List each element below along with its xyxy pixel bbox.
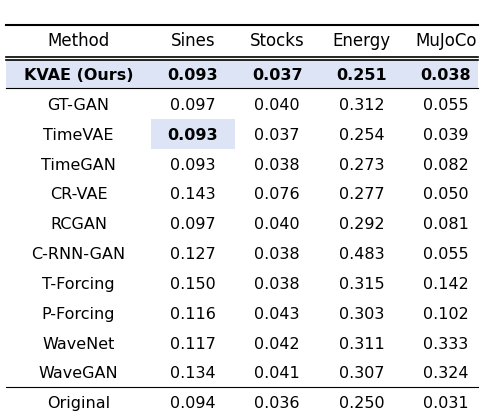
Text: 0.038: 0.038	[254, 276, 300, 291]
Text: 0.037: 0.037	[252, 68, 302, 83]
Text: 0.250: 0.250	[339, 395, 384, 410]
Text: 0.055: 0.055	[423, 97, 469, 113]
Text: 0.117: 0.117	[170, 336, 216, 351]
Text: 0.082: 0.082	[423, 157, 469, 172]
Text: 0.055: 0.055	[423, 247, 469, 261]
Text: Method: Method	[47, 32, 109, 50]
Text: Original: Original	[47, 395, 110, 410]
Text: 0.097: 0.097	[170, 97, 216, 113]
Text: 0.116: 0.116	[170, 306, 216, 321]
Text: RCGAN: RCGAN	[50, 217, 107, 232]
Text: 0.273: 0.273	[339, 157, 384, 172]
Text: 0.311: 0.311	[339, 336, 384, 351]
Text: MuJoCo: MuJoCo	[415, 32, 476, 50]
Text: 0.097: 0.097	[170, 217, 216, 232]
Text: 0.043: 0.043	[254, 306, 300, 321]
Text: 0.307: 0.307	[339, 366, 384, 380]
Text: 0.134: 0.134	[170, 366, 216, 380]
Text: 0.094: 0.094	[170, 395, 216, 410]
Text: 0.093: 0.093	[170, 157, 216, 172]
Text: 0.038: 0.038	[420, 68, 471, 83]
Text: 0.042: 0.042	[254, 336, 300, 351]
Text: WaveGAN: WaveGAN	[39, 366, 118, 380]
Text: 0.040: 0.040	[254, 217, 300, 232]
Bar	[151, 120, 235, 150]
Text: 0.303: 0.303	[339, 306, 384, 321]
Text: 0.037: 0.037	[254, 128, 300, 142]
Text: 0.102: 0.102	[423, 306, 469, 321]
Text: Sines: Sines	[171, 32, 215, 50]
Text: 0.292: 0.292	[339, 217, 384, 232]
Text: TimeGAN: TimeGAN	[41, 157, 116, 172]
Text: P-Forcing: P-Forcing	[42, 306, 115, 321]
Text: 0.324: 0.324	[423, 366, 469, 380]
Text: C-RNN-GAN: C-RNN-GAN	[32, 247, 125, 261]
Text: 0.333: 0.333	[423, 336, 469, 351]
Text: 0.031: 0.031	[423, 395, 469, 410]
Text: 0.127: 0.127	[170, 247, 216, 261]
Text: 0.036: 0.036	[254, 395, 300, 410]
Text: 0.251: 0.251	[336, 68, 387, 83]
Text: 0.093: 0.093	[168, 128, 218, 142]
Text: 0.038: 0.038	[254, 157, 300, 172]
Text: 0.041: 0.041	[254, 366, 300, 380]
Text: 0.143: 0.143	[170, 187, 216, 202]
Text: 0.312: 0.312	[339, 97, 384, 113]
Text: T-Forcing: T-Forcing	[42, 276, 115, 291]
Text: 0.081: 0.081	[423, 217, 469, 232]
Text: Energy: Energy	[332, 32, 390, 50]
Text: TimeVAE: TimeVAE	[43, 128, 114, 142]
Text: WaveNet: WaveNet	[42, 336, 115, 351]
Text: 0.483: 0.483	[339, 247, 384, 261]
Text: 0.277: 0.277	[339, 187, 384, 202]
Text: 0.142: 0.142	[423, 276, 469, 291]
Text: 0.093: 0.093	[168, 68, 218, 83]
Text: GT-GAN: GT-GAN	[48, 97, 109, 113]
Text: CR-VAE: CR-VAE	[50, 187, 107, 202]
Text: 0.040: 0.040	[254, 97, 300, 113]
Text: Stocks: Stocks	[250, 32, 305, 50]
Text: 0.050: 0.050	[423, 187, 469, 202]
Text: 0.076: 0.076	[254, 187, 300, 202]
Bar	[6, 60, 478, 90]
Text: 0.150: 0.150	[170, 276, 216, 291]
Text: 0.315: 0.315	[339, 276, 384, 291]
Text: 0.038: 0.038	[254, 247, 300, 261]
Text: KVAE (Ours): KVAE (Ours)	[24, 68, 133, 83]
Text: 0.254: 0.254	[339, 128, 384, 142]
Text: 0.039: 0.039	[423, 128, 469, 142]
